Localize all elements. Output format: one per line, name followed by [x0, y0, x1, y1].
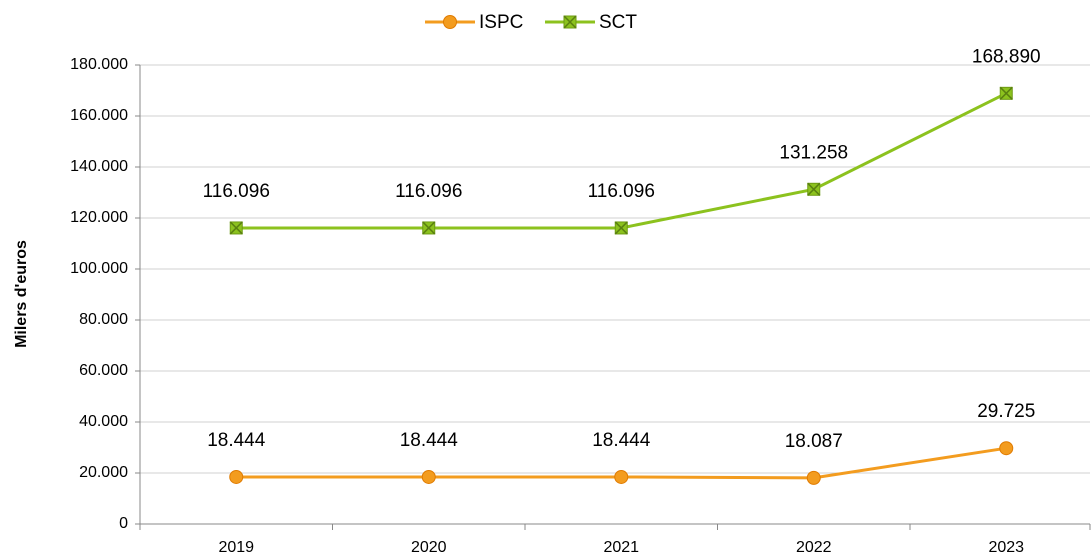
y-tick-label: 100.000	[70, 260, 128, 277]
y-tick-label: 40.000	[79, 413, 128, 430]
marker	[421, 469, 436, 484]
x-tick-label: 2023	[988, 539, 1024, 556]
data-label: 116.096	[588, 181, 655, 202]
y-tick-label: 160.000	[70, 107, 128, 124]
y-tick-label: 0	[119, 515, 128, 532]
x-tick-label: 2022	[796, 539, 832, 556]
y-tick-label: 20.000	[79, 464, 128, 481]
x-tick-label: 2021	[603, 539, 639, 556]
y-axis-label: Milers d'euros	[13, 240, 30, 348]
series-line	[236, 91, 1007, 230]
y-tick-label: 180.000	[70, 56, 128, 73]
legend-label: SCT	[599, 12, 637, 33]
marker	[443, 15, 457, 29]
data-label: 131.258	[779, 142, 848, 163]
y-tick-label: 80.000	[79, 311, 128, 328]
marker	[229, 469, 244, 484]
x-tick-label: 2019	[218, 539, 254, 556]
marker	[229, 221, 243, 235]
data-label: 18.444	[400, 430, 459, 451]
data-label: 18.444	[592, 430, 651, 451]
marker	[999, 86, 1013, 100]
data-label: 116.096	[395, 181, 462, 202]
marker	[614, 221, 628, 235]
marker	[999, 441, 1014, 456]
data-label: 29.725	[977, 401, 1035, 422]
data-label: 116.096	[203, 181, 270, 202]
y-tick-label: 120.000	[70, 209, 128, 226]
data-label: 168.890	[972, 46, 1041, 67]
data-label: 18.087	[785, 431, 843, 452]
marker	[614, 469, 629, 484]
marker	[563, 15, 577, 29]
y-tick-label: 60.000	[79, 362, 128, 379]
marker	[806, 470, 821, 485]
y-tick-label: 140.000	[70, 158, 128, 175]
legend-label: ISPC	[479, 12, 523, 33]
data-label: 18.444	[207, 430, 266, 451]
marker	[807, 182, 821, 196]
x-tick-label: 2020	[411, 539, 447, 556]
marker	[422, 221, 436, 235]
